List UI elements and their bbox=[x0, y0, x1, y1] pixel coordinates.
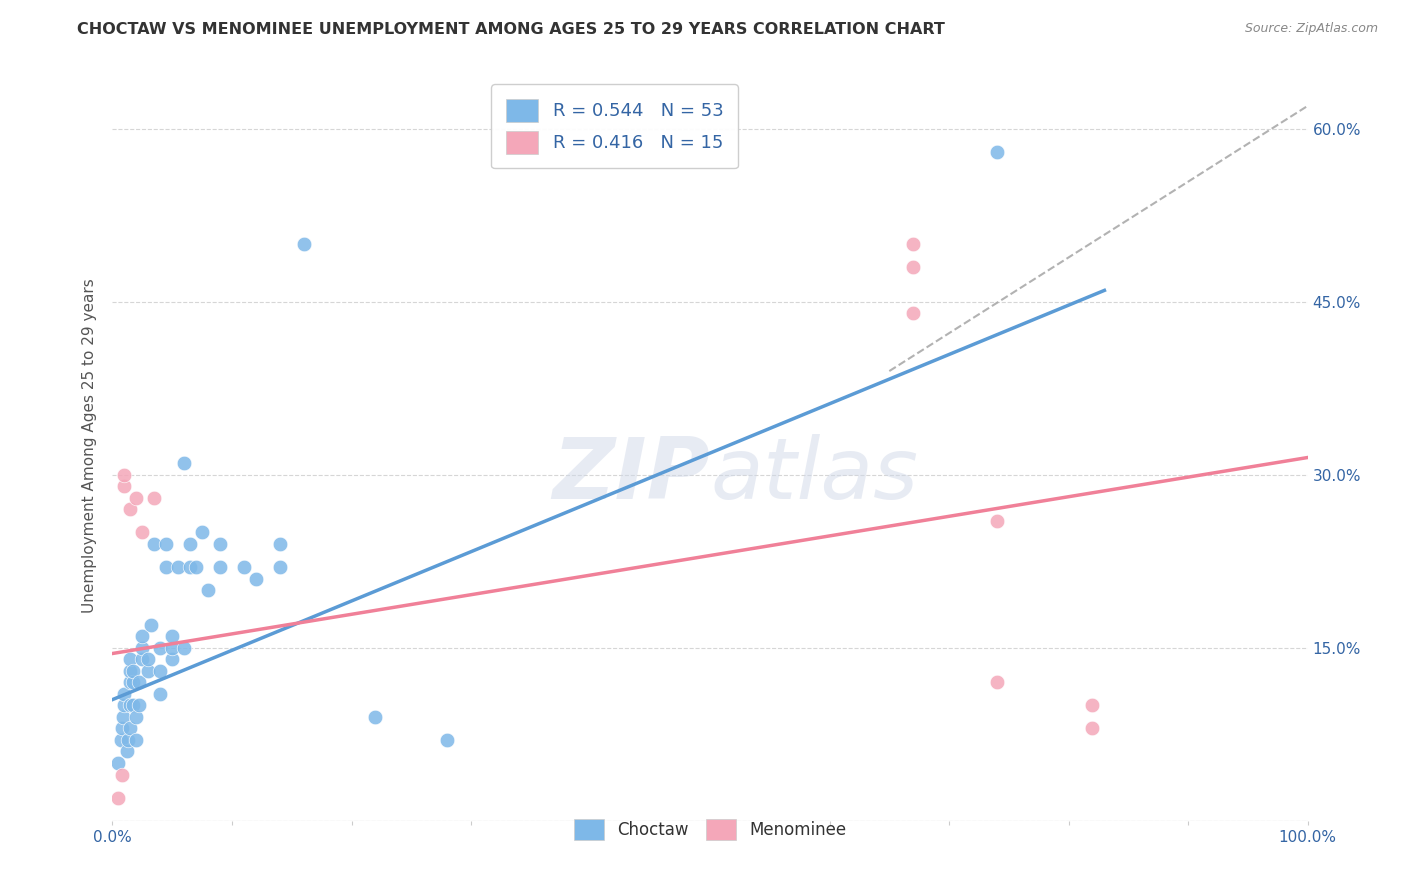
Point bbox=[138, 664, 160, 678]
Point bbox=[173, 640, 195, 655]
Point bbox=[245, 572, 267, 586]
Point bbox=[120, 502, 142, 516]
Point bbox=[117, 733, 139, 747]
Point bbox=[186, 560, 208, 574]
Point bbox=[269, 560, 291, 574]
Point bbox=[197, 583, 219, 598]
Point bbox=[114, 687, 135, 701]
Point bbox=[149, 640, 172, 655]
Point bbox=[120, 664, 142, 678]
Point bbox=[125, 491, 148, 505]
Point bbox=[128, 698, 150, 713]
Point bbox=[107, 756, 129, 770]
Point bbox=[167, 560, 190, 574]
Point bbox=[179, 537, 201, 551]
Point bbox=[131, 652, 153, 666]
Point bbox=[436, 733, 458, 747]
Point bbox=[903, 237, 925, 252]
Point bbox=[121, 664, 143, 678]
Text: CHOCTAW VS MENOMINEE UNEMPLOYMENT AMONG AGES 25 TO 29 YEARS CORRELATION CHART: CHOCTAW VS MENOMINEE UNEMPLOYMENT AMONG … bbox=[77, 22, 945, 37]
Point bbox=[125, 710, 148, 724]
Point bbox=[162, 640, 183, 655]
Point bbox=[986, 675, 1008, 690]
Point bbox=[120, 675, 142, 690]
Point bbox=[138, 652, 160, 666]
Point bbox=[131, 640, 153, 655]
Point bbox=[1081, 698, 1104, 713]
Point bbox=[1081, 722, 1104, 736]
Y-axis label: Unemployment Among Ages 25 to 29 years: Unemployment Among Ages 25 to 29 years bbox=[82, 278, 97, 614]
Point bbox=[107, 790, 129, 805]
Point bbox=[120, 698, 142, 713]
Point bbox=[125, 733, 148, 747]
Point bbox=[986, 145, 1008, 159]
Point bbox=[114, 698, 135, 713]
Point bbox=[173, 456, 195, 470]
Point bbox=[112, 710, 135, 724]
Point bbox=[986, 514, 1008, 528]
Point bbox=[191, 525, 214, 540]
Point bbox=[155, 537, 177, 551]
Point bbox=[162, 652, 183, 666]
Point bbox=[120, 722, 142, 736]
Point bbox=[903, 306, 925, 320]
Point bbox=[155, 560, 177, 574]
Point bbox=[143, 491, 166, 505]
Point bbox=[209, 537, 232, 551]
Point bbox=[128, 675, 150, 690]
Point bbox=[114, 479, 135, 493]
Point bbox=[149, 664, 172, 678]
Point bbox=[139, 617, 162, 632]
Point bbox=[131, 629, 153, 643]
Text: ZIP: ZIP bbox=[553, 434, 710, 517]
Point bbox=[121, 698, 143, 713]
Point bbox=[209, 560, 232, 574]
Point bbox=[143, 537, 166, 551]
Point bbox=[292, 237, 315, 252]
Point bbox=[120, 652, 142, 666]
Point bbox=[364, 710, 387, 724]
Point bbox=[111, 767, 134, 781]
Point bbox=[233, 560, 256, 574]
Point bbox=[179, 560, 201, 574]
Point bbox=[115, 744, 138, 758]
Point bbox=[111, 722, 134, 736]
Point bbox=[269, 537, 291, 551]
Point bbox=[131, 525, 153, 540]
Point bbox=[110, 733, 132, 747]
Text: atlas: atlas bbox=[710, 434, 918, 517]
Point bbox=[121, 675, 143, 690]
Legend: Choctaw, Menominee: Choctaw, Menominee bbox=[561, 805, 859, 854]
Text: Source: ZipAtlas.com: Source: ZipAtlas.com bbox=[1244, 22, 1378, 36]
Point bbox=[149, 687, 172, 701]
Point bbox=[114, 467, 135, 482]
Point bbox=[903, 260, 925, 275]
Point bbox=[162, 629, 183, 643]
